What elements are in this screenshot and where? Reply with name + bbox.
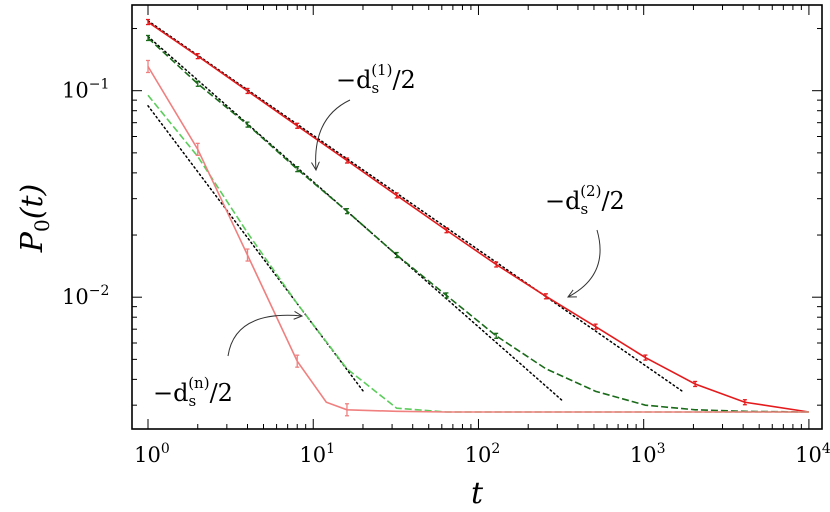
error-bar — [742, 399, 747, 406]
error-bar — [195, 52, 200, 60]
annotation-arrow-ds2 — [568, 229, 601, 297]
error-bar — [444, 227, 449, 234]
error-bar — [245, 121, 250, 128]
error-bar — [344, 403, 349, 417]
error-bar — [593, 323, 598, 330]
x-tick-label: 100 — [134, 441, 170, 467]
error-bar — [146, 59, 151, 74]
x-tick-label: 104 — [795, 441, 830, 467]
error-bar — [146, 34, 151, 42]
reference-line-1 — [147, 20, 683, 392]
error-bar — [295, 354, 300, 368]
error-bar — [444, 292, 449, 299]
series-line-2 — [147, 37, 809, 413]
error-bar — [394, 192, 399, 199]
x-tick-label: 102 — [465, 441, 501, 467]
error-bar — [494, 261, 499, 268]
y-tick-label: 10−1 — [62, 77, 109, 103]
error-bar — [543, 293, 548, 300]
annotation-ds2: −ds(2)/2 — [545, 182, 625, 218]
axis-ticks: 100 101 102 103 104 10−1 10−2 — [62, 5, 830, 467]
error-bar — [146, 18, 151, 26]
annotation-arrow-dsn — [227, 315, 302, 357]
x-tick-label: 103 — [630, 441, 666, 467]
error-bar — [295, 122, 300, 129]
error-bar — [494, 332, 499, 339]
x-tick-label: 101 — [299, 441, 335, 467]
error-bar — [643, 354, 648, 361]
error-bar — [693, 380, 698, 388]
y-tick-label: 10−2 — [62, 283, 109, 309]
error-bar — [394, 251, 399, 259]
error-bar — [245, 87, 250, 95]
plot-frame — [131, 4, 823, 430]
error-bar — [195, 80, 200, 87]
y-axis-label: P0(t) — [15, 184, 54, 253]
x-axis-label: t — [471, 476, 484, 511]
annotation-arrow-ds1 — [316, 99, 351, 170]
error-bar — [195, 142, 200, 156]
error-bar — [344, 208, 349, 215]
series-line-4 — [147, 66, 809, 413]
annotation-dsn: −ds(n)/2 — [153, 374, 233, 410]
annotation-ds1: −ds(1)/2 — [336, 61, 416, 97]
error-bar — [344, 157, 349, 164]
plot-area — [146, 18, 810, 417]
series-line-1 — [147, 21, 810, 413]
error-bar — [295, 165, 300, 173]
error-bar — [245, 248, 250, 262]
